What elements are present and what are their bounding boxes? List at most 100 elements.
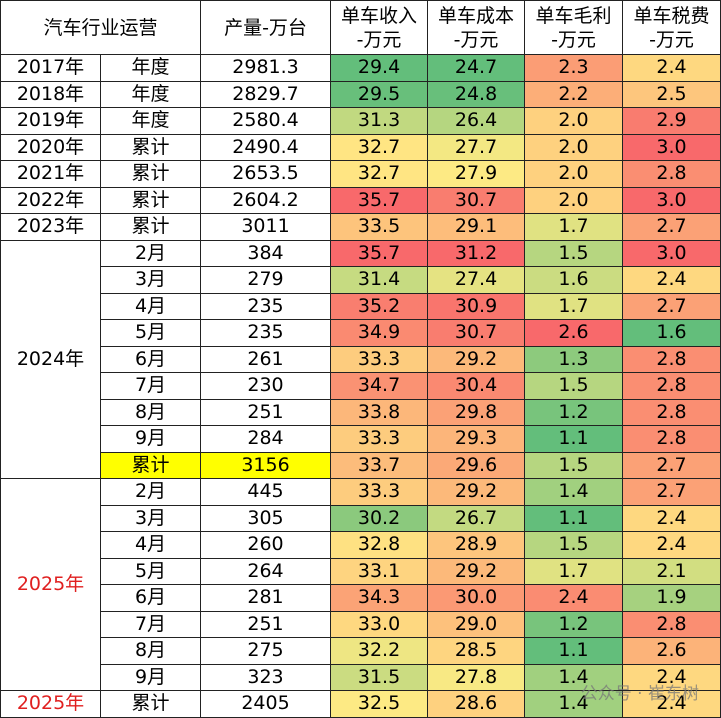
table-row: 3月 279 31.4 27.4 1.6 2.4: [1, 266, 721, 294]
table-body: 2017年 年度 2981.3 29.4 24.7 2.3 2.4 2018年 年度 2829.7…: [0, 54, 721, 718]
output-cell: 323: [200, 663, 332, 691]
table-row: 7月 251 33.0 29.0 1.2 2.8: [1, 610, 721, 638]
period-cell: 累计: [99, 690, 202, 718]
value-cell: 31.4: [330, 266, 429, 294]
value-cell: 2.8: [622, 610, 721, 638]
value-cell: 29.2: [427, 478, 526, 506]
output-cell: 261: [200, 345, 332, 373]
table-row: 9月 323 31.5 27.8 1.4 2.4: [1, 663, 721, 691]
value-cell: 2.7: [622, 451, 721, 479]
period-cell: 7月: [99, 372, 202, 400]
value-cell: 1.2: [524, 610, 624, 638]
header-line: -万元: [356, 28, 402, 51]
header-row: 汽车行业运营 产量-万台 单车收入 -万元 单车成本 -万元 单车毛利 -万元 单车税费 -万元: [0, 0, 721, 55]
table-row: 2023年 累计 3011 33.5 29.1 1.7 2.7: [0, 213, 721, 241]
value-cell: 3.0: [622, 186, 721, 214]
period-cell: 累计: [99, 133, 202, 161]
value-cell: 3.0: [622, 239, 721, 267]
header-title: 汽车行业运营: [0, 0, 202, 55]
value-cell: 26.7: [427, 504, 526, 532]
output-cell: 445: [200, 478, 332, 506]
period-cell: 累计: [99, 186, 202, 214]
value-cell: 1.7: [524, 557, 624, 585]
output-cell: 235: [200, 319, 332, 347]
year-label: 2024年: [0, 239, 101, 479]
year-label: 2018年: [0, 80, 101, 108]
value-cell: 24.8: [427, 80, 526, 108]
value-cell: 35.7: [330, 239, 429, 267]
column-header: 单车成本 -万元: [427, 0, 526, 55]
year-label: 2017年: [0, 54, 101, 82]
value-cell: 29.3: [427, 425, 526, 453]
output-cell: 2829.7: [200, 80, 332, 108]
table-row: 5月 235 34.9 30.7 2.6 1.6: [1, 319, 721, 347]
value-cell: 1.3: [524, 345, 624, 373]
table-row: 5月 264 33.1 29.2 1.7 2.1: [1, 557, 721, 585]
value-cell: 29.0: [427, 610, 526, 638]
value-cell: 2.4: [622, 690, 721, 718]
value-cell: 33.1: [330, 557, 429, 585]
period-cell: 6月: [99, 584, 202, 612]
period-cell: 8月: [99, 637, 202, 665]
value-cell: 2.1: [622, 557, 721, 585]
header-line: -万元: [453, 28, 499, 51]
table-row: 2025年 2月 445 33.3 29.2 1.4 2.7: [0, 478, 721, 691]
value-cell: 1.6: [622, 319, 721, 347]
value-cell: 1.6: [524, 266, 624, 294]
output-cell: 3011: [200, 213, 332, 241]
output-cell: 2604.2: [200, 186, 332, 214]
value-cell: 2.9: [622, 107, 721, 135]
table-row: 2021年 累计 2653.5 32.7 27.9 2.0 2.8: [0, 160, 721, 188]
value-cell: 29.4: [330, 54, 429, 82]
value-cell: 2.8: [622, 425, 721, 453]
value-cell: 30.4: [427, 372, 526, 400]
table-row: 2024年 2月 384 35.7 31.2 1.5 3.0: [0, 239, 721, 479]
column-header: 单车毛利 -万元: [524, 0, 624, 55]
table-row: 2020年 累计 2490.4 32.7 27.7 2.0 3.0: [0, 133, 721, 161]
period-cell: 4月: [99, 292, 202, 320]
output-cell: 284: [200, 425, 332, 453]
value-cell: 31.3: [330, 107, 429, 135]
table-row: 2025年 累计 2405 32.5 28.6 1.4 2.4: [0, 690, 721, 718]
period-cell: 7月: [99, 610, 202, 638]
value-cell: 31.2: [427, 239, 526, 267]
table-row: 7月 230 34.7 30.4 1.5 2.8: [1, 372, 721, 400]
value-cell: 2.3: [524, 54, 624, 82]
value-cell: 1.7: [524, 292, 624, 320]
value-cell: 28.6: [427, 690, 526, 718]
value-cell: 1.1: [524, 637, 624, 665]
value-cell: 33.3: [330, 425, 429, 453]
value-cell: 2.8: [622, 372, 721, 400]
value-cell: 2.6: [524, 319, 624, 347]
value-cell: 2.4: [622, 54, 721, 82]
value-cell: 33.5: [330, 213, 429, 241]
value-cell: 34.7: [330, 372, 429, 400]
value-cell: 2.2: [524, 80, 624, 108]
year-label: 2022年: [0, 186, 101, 214]
column-header: 单车税费 -万元: [622, 0, 721, 55]
output-cell: 2653.5: [200, 160, 332, 188]
value-cell: 3.0: [622, 133, 721, 161]
output-cell: 384: [200, 239, 332, 267]
table-row: 6月 281 34.3 30.0 2.4 1.9: [1, 584, 721, 612]
output-cell: 235: [200, 292, 332, 320]
period-cell: 6月: [99, 345, 202, 373]
value-cell: 2.8: [622, 345, 721, 373]
year-label: 2020年: [0, 133, 101, 161]
period-cell: 年度: [99, 80, 202, 108]
table-row: 6月 261 33.3 29.2 1.3 2.8: [1, 345, 721, 373]
value-cell: 2.7: [622, 292, 721, 320]
table-row: 2017年 年度 2981.3 29.4 24.7 2.3 2.4: [0, 54, 721, 82]
header-line: 单车收入: [341, 4, 418, 27]
value-cell: 30.9: [427, 292, 526, 320]
value-cell: 35.2: [330, 292, 429, 320]
output-cell: 275: [200, 637, 332, 665]
value-cell: 29.5: [330, 80, 429, 108]
header-line: 单车成本: [438, 4, 515, 27]
value-cell: 34.9: [330, 319, 429, 347]
value-cell: 1.1: [524, 425, 624, 453]
output-cell: 2981.3: [200, 54, 332, 82]
value-cell: 2.6: [622, 637, 721, 665]
table-row: 2022年 累计 2604.2 35.7 30.7 2.0 3.0: [0, 186, 721, 214]
